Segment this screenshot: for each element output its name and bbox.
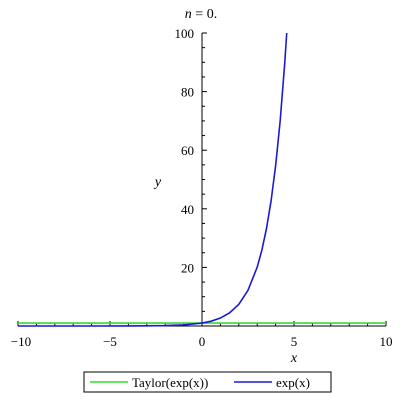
title-variable: n (185, 7, 192, 22)
legend-label: Taylor(exp(x)) (132, 375, 208, 390)
legend-item: Taylor(exp(x)) (90, 375, 208, 390)
x-tick-label: 10 (380, 334, 393, 349)
x-tick-label: −5 (103, 334, 117, 349)
plot-lines (18, 32, 386, 327)
y-tick-label: 40 (181, 202, 194, 217)
x-axis-label: x (290, 351, 298, 366)
y-tick-label: 100 (175, 26, 195, 41)
legend: Taylor(exp(x)) exp(x) (83, 371, 332, 393)
x-tick-label: 0 (199, 334, 206, 349)
title-rest: = 0. (192, 7, 217, 22)
legend-label: exp(x) (276, 375, 310, 390)
series-line-exp (18, 32, 288, 327)
tick-labels: −10 −5 0 5 10 20 40 60 80 100 (11, 26, 393, 349)
x-tick-label: −10 (11, 334, 31, 349)
legend-box (83, 371, 332, 393)
y-tick-label: 80 (181, 85, 194, 100)
y-tick-label: 60 (181, 143, 194, 158)
x-tick-label: 5 (291, 334, 298, 349)
axes (17, 32, 387, 327)
chart-title: n = 0. (185, 7, 217, 22)
y-tick-label: 20 (181, 260, 194, 275)
legend-item: exp(x) (234, 375, 310, 390)
y-axis-label: y (153, 175, 162, 190)
